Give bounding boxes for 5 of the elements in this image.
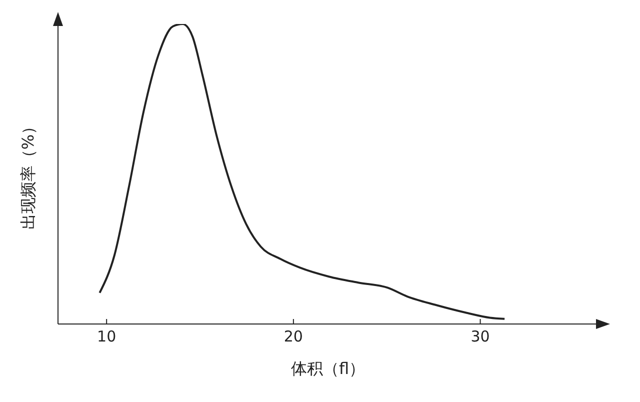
x-tick-label: 30 [470,328,490,346]
x-tick-label: 10 [97,328,116,346]
x-tick-label: 20 [284,328,303,346]
x-axis-title: 体积（fl） [290,359,366,378]
y-axis-title: 出现频率（%） [18,118,38,230]
